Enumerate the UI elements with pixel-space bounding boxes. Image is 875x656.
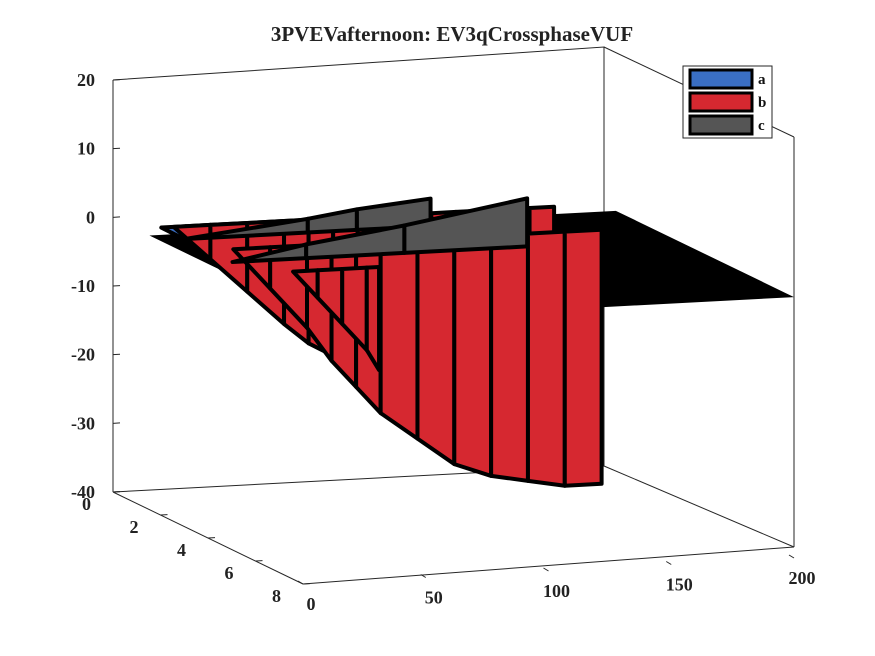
- y-tick-label: 8: [272, 586, 281, 606]
- x-tick-mark: [297, 580, 304, 585]
- y-tick-label: 4: [177, 540, 186, 560]
- x-axis-ticks: 0 50 100 150 200: [297, 554, 816, 614]
- x-tick-mark: [543, 567, 549, 572]
- x-tick-mark: [420, 574, 427, 578]
- z-axis-ticks: 20 10 0 -10 -20 -30 -40: [71, 70, 121, 502]
- z-tick-label: 10: [77, 139, 95, 159]
- surface-facet-b-1-10: [562, 227, 604, 488]
- z-tick-label: -20: [71, 345, 95, 365]
- chart-title: 3PVEVafternoon: EV3qCrossphaseVUF: [271, 22, 633, 46]
- x-tick-mark: [665, 561, 672, 565]
- z-tick-label: 0: [86, 207, 95, 227]
- y-tick-label: 0: [82, 494, 91, 514]
- surface-facets: [149, 196, 795, 488]
- surface-facet-b-1-9: [525, 229, 567, 488]
- y-tick-label: 6: [225, 563, 234, 583]
- legend-label-a: a: [758, 72, 766, 88]
- x-tick-label: 150: [666, 575, 693, 595]
- x-tick-label: 200: [789, 568, 816, 588]
- x-tick-label: 0: [307, 594, 316, 614]
- legend: a b c: [682, 65, 773, 139]
- surface-facet-b-1-6: [415, 235, 457, 467]
- x-tick-label: 100: [543, 581, 570, 601]
- legend-swatch-b: [688, 91, 754, 113]
- surface-facet-b-1-5: [378, 237, 420, 441]
- legend-label-c: c: [758, 118, 765, 134]
- legend-swatch-c: [688, 114, 754, 136]
- surface-facet-c-0-1: [305, 207, 359, 235]
- z-tick-label: -10: [71, 276, 95, 296]
- z-tick-label: 20: [77, 70, 95, 90]
- surface-facet-b-2-3: [364, 265, 382, 373]
- y-axis-ticks: 0 2 4 6 8: [82, 491, 311, 606]
- surface-facet-b-1-8: [489, 231, 530, 483]
- y-tick-label: 2: [130, 517, 139, 537]
- surface-facet-b-1-7: [452, 233, 494, 478]
- legend-swatch-a: [688, 68, 754, 90]
- x-tick-mark: [788, 554, 795, 559]
- z-tick-label: -40: [71, 482, 95, 502]
- x-tick-label: 50: [425, 588, 443, 608]
- legend-label-b: b: [758, 95, 766, 111]
- surface-facet-c-1-2: [402, 196, 530, 255]
- z-tick-label: -30: [71, 413, 95, 433]
